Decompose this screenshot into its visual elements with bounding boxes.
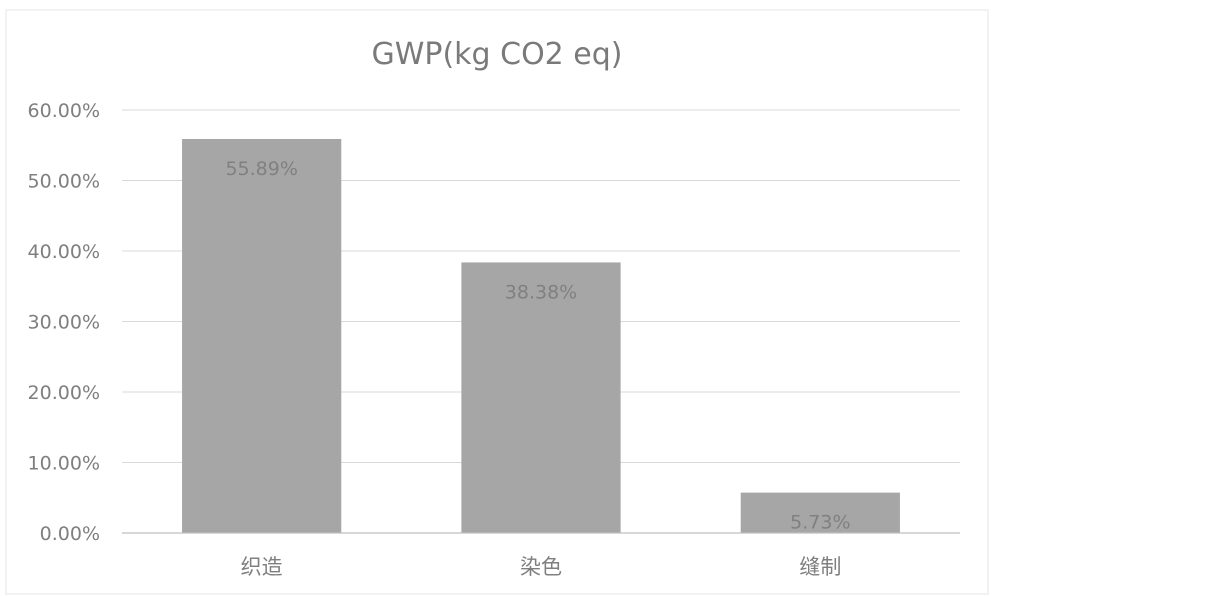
bar-value-label: 55.89%: [225, 158, 297, 180]
chart-title: GWP(kg CO2 eq): [371, 37, 622, 72]
x-category-label: 染色: [520, 555, 562, 579]
bar-value-label: 5.73%: [790, 512, 850, 534]
bar: [740, 492, 900, 533]
x-category-label: 织造: [241, 555, 283, 579]
y-tick-label: 10.00%: [28, 453, 100, 475]
bar: [461, 262, 621, 533]
x-category-label: 缝制: [799, 555, 841, 579]
bar: [182, 138, 342, 533]
y-tick-label: 0.00%: [40, 523, 100, 545]
y-tick-label: 20.00%: [28, 382, 100, 404]
bar-value-label: 38.38%: [505, 281, 577, 303]
chart-border: [5, 9, 989, 595]
y-axis-ticks: 0.00% 10.00% 20.00% 30.00% 40.00% 50.00% 60.00…: [28, 100, 100, 545]
data-labels: 55.89% 38.38% 5.73%: [225, 158, 850, 534]
y-tick-label: 60.00%: [28, 100, 100, 122]
y-tick-label: 50.00%: [28, 171, 100, 193]
y-tick-label: 30.00%: [28, 312, 100, 334]
y-tick-label: 40.00%: [28, 241, 100, 263]
x-axis-categories: 织造 染色 缝制: [241, 555, 842, 579]
bars: [182, 138, 900, 533]
